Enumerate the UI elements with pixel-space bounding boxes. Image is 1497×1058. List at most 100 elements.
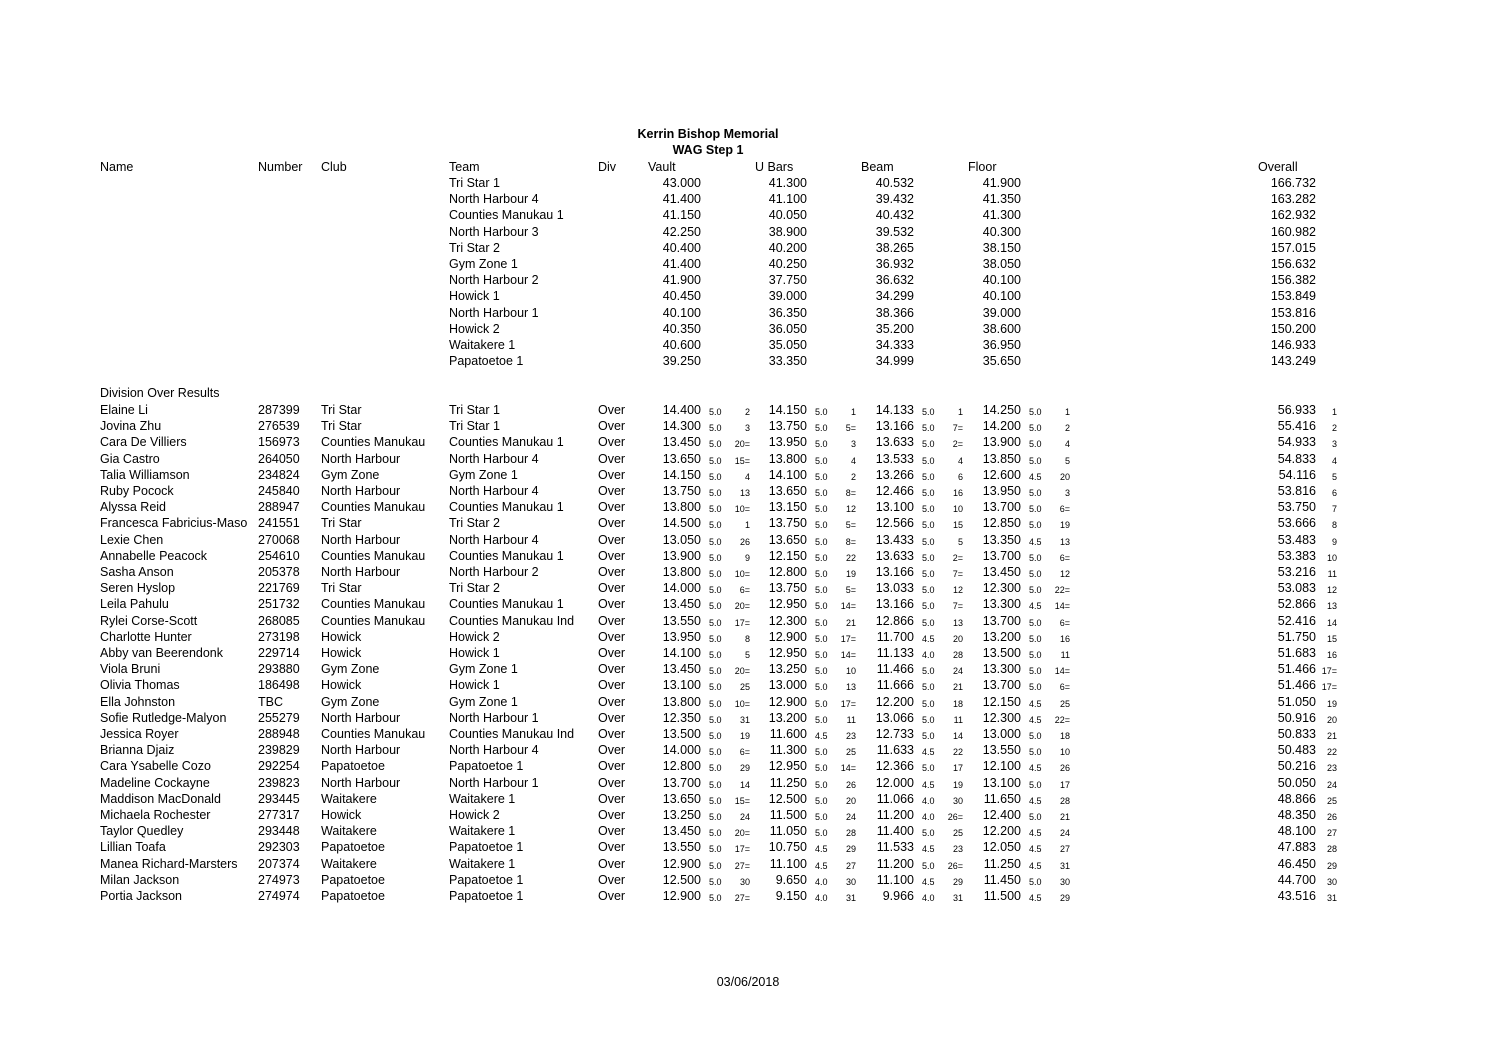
gymnast-div: Over	[598, 548, 626, 563]
vault-rank: 31	[739, 714, 750, 725]
overall-score: 48.866	[1277, 791, 1316, 806]
floor-rank: 6=	[1059, 504, 1070, 515]
team-ubars: 35.050	[768, 338, 807, 352]
overall-score: 54.116	[1278, 467, 1316, 482]
floor-rank: 6=	[1059, 682, 1070, 693]
gymnast-team: North Harbour 4	[449, 532, 539, 547]
vault-rank: 15=	[734, 455, 750, 466]
beam-score: 12.366	[875, 759, 914, 774]
vault-rank: 8	[744, 633, 750, 644]
ubars-score: 12.950	[768, 646, 807, 660]
vault-rank: 3	[744, 423, 750, 434]
floor-rank: 13	[1059, 536, 1070, 547]
gymnast-number: 221769	[258, 581, 300, 596]
team-ubars: 41.100	[768, 192, 807, 207]
gymnast-number: 186498	[258, 678, 300, 693]
gymnast-div: Over	[598, 840, 626, 855]
gymnast-team: Counties Manukau Ind	[449, 613, 575, 628]
overall-rank: 11	[1327, 569, 1337, 579]
floor-rank: 12	[1059, 569, 1070, 579]
team-vault: 41.900	[662, 273, 701, 288]
vault-difficulty: 5.0	[709, 828, 722, 839]
gymnast-team: Papatoetoe 1	[449, 840, 524, 855]
team-name: North Harbour 3	[449, 224, 539, 239]
vault-difficulty: 5.0	[709, 666, 722, 677]
team-floor: 38.150	[982, 240, 1021, 255]
overall-score: 54.833	[1277, 451, 1316, 466]
gymnast-div: Over	[598, 678, 626, 693]
team-vault: 41.400	[662, 257, 701, 271]
overall-rank: 14	[1326, 617, 1337, 628]
overall-score: 44.700	[1277, 872, 1316, 887]
team-beam: 38.265	[875, 240, 914, 255]
ubars-difficulty: 5.0	[815, 682, 828, 693]
floor-difficulty: 5.0	[1029, 731, 1042, 741]
ubars-rank: 1	[850, 407, 856, 417]
vault-difficulty: 5.0	[709, 617, 722, 628]
overall-rank: 9	[1331, 536, 1337, 547]
gymnast-team: Papatoetoe 1	[449, 889, 524, 903]
overall-score: 43.516	[1277, 889, 1316, 903]
floor-rank: 14=	[1054, 666, 1070, 677]
vault-difficulty: 5.0	[709, 795, 722, 806]
gymnast-number: 239823	[258, 775, 300, 790]
ubars-difficulty: 5.0	[815, 666, 828, 677]
ubars-score: 11.100	[769, 856, 807, 871]
ubars-rank: 31	[845, 893, 856, 903]
vault-score: 13.900	[662, 548, 701, 563]
gymnast-club: North Harbour	[321, 532, 401, 547]
beam-score: 13.633	[875, 435, 914, 450]
team-name: Papatoetoe 1	[449, 354, 524, 369]
floor-difficulty: 4.5	[1029, 844, 1042, 855]
vault-score: 13.450	[662, 435, 701, 450]
ubars-score: 13.750	[768, 516, 807, 531]
gymnast-number: 268085	[258, 613, 300, 628]
beam-score: 11.200	[876, 808, 914, 822]
ubars-difficulty: 5.0	[815, 585, 828, 596]
overall-score: 51.050	[1277, 694, 1316, 709]
floor-score: 13.000	[982, 727, 1021, 741]
vault-score: 13.650	[662, 451, 701, 466]
gymnast-number: 241551	[258, 516, 300, 531]
ubars-difficulty: 5.0	[815, 828, 828, 839]
gymnast-name: Lillian Toafa	[100, 840, 166, 855]
team-overall: 153.849	[1270, 289, 1316, 304]
vault-rank: 27=	[734, 893, 750, 903]
beam-score: 13.166	[875, 419, 914, 434]
vault-score: 13.100	[662, 678, 701, 693]
vault-score: 13.050	[662, 532, 701, 547]
floor-difficulty: 4.5	[1029, 893, 1042, 903]
gymnast-team: Howick 2	[449, 808, 500, 822]
gymnast-club: Counties Manukau	[321, 548, 426, 563]
gymnast-div: Over	[598, 646, 626, 660]
team-floor: 38.050	[982, 257, 1021, 271]
team-vault: 43.000	[662, 176, 701, 190]
team-name: North Harbour 2	[449, 273, 539, 288]
beam-rank: 10	[952, 504, 963, 515]
gymnast-number: 288948	[258, 727, 300, 741]
beam-rank: 26=	[947, 860, 963, 871]
gymnast-name: Cara De Villiers	[100, 435, 187, 450]
vault-score: 13.450	[662, 597, 701, 612]
team-overall: 166.732	[1270, 176, 1316, 190]
gymnast-team: Howick 1	[449, 646, 500, 660]
ubars-difficulty: 5.0	[815, 747, 828, 758]
ubars-difficulty: 5.0	[815, 536, 828, 547]
vault-difficulty: 5.0	[709, 439, 722, 450]
gymnast-team: Tri Star 2	[449, 516, 500, 531]
vault-score: 13.550	[662, 613, 701, 628]
team-floor: 41.300	[982, 208, 1021, 223]
floor-difficulty: 5.0	[1029, 876, 1042, 887]
team-floor: 39.000	[982, 305, 1021, 320]
team-vault: 42.250	[662, 224, 701, 239]
gymnast-div: Over	[598, 889, 626, 903]
beam-score: 13.166	[875, 565, 914, 579]
ubars-rank: 13	[845, 682, 856, 693]
overall-rank: 26	[1326, 812, 1337, 822]
vault-rank: 20=	[734, 601, 750, 612]
ubars-score: 12.900	[768, 629, 807, 644]
overall-rank: 21	[1326, 731, 1337, 741]
vault-difficulty: 5.0	[709, 633, 722, 644]
floor-difficulty: 4.5	[1029, 828, 1042, 839]
floor-score: 13.500	[982, 646, 1021, 660]
